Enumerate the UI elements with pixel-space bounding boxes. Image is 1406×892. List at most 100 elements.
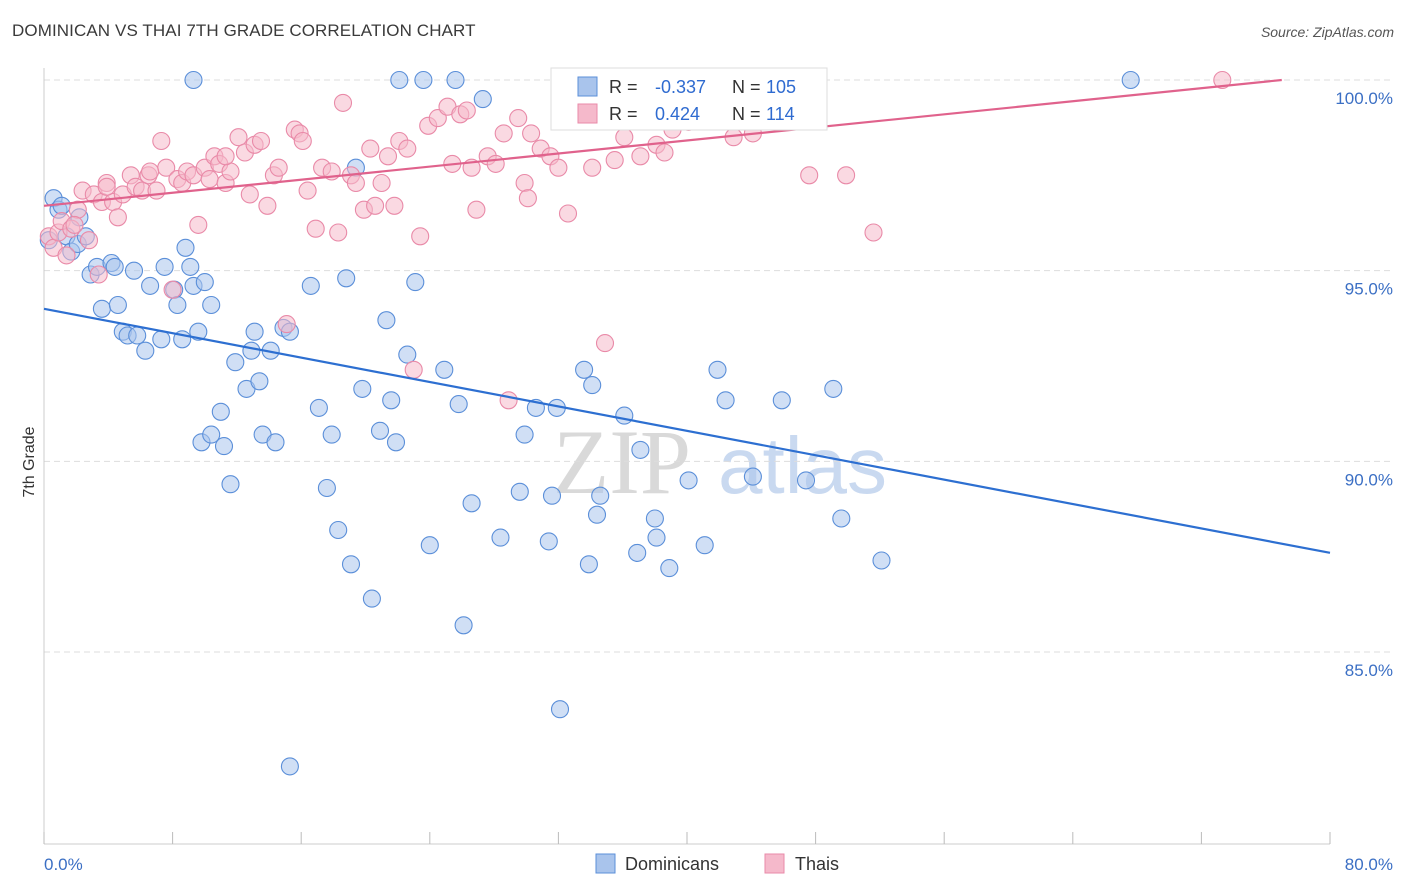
dominicans-point bbox=[491, 528, 510, 547]
chart-title: DOMINICAN VS THAI 7TH GRADE CORRELATION … bbox=[12, 21, 476, 40]
dominicans-point bbox=[322, 425, 341, 444]
legend-n-label-thais: N = bbox=[732, 104, 761, 124]
legend-n-dominicans: 105 bbox=[766, 77, 796, 97]
dominicans-point bbox=[266, 433, 285, 452]
thais-point bbox=[631, 147, 650, 166]
thais-point bbox=[385, 196, 404, 215]
thais-point bbox=[800, 166, 819, 185]
thais-point bbox=[57, 246, 76, 265]
legend: R = -0.337 N = 105 R = 0.424 N = 114 bbox=[550, 67, 828, 131]
dominicans-point bbox=[591, 486, 610, 505]
dominicans-point bbox=[743, 467, 762, 486]
dominicans-point bbox=[615, 406, 634, 425]
y-tick-label: 85.0% bbox=[1345, 661, 1393, 680]
thais-point bbox=[1213, 70, 1232, 90]
thais-point bbox=[89, 265, 108, 284]
legend-n-thais: 114 bbox=[766, 104, 795, 124]
dominicans-point bbox=[772, 391, 791, 410]
thais-point bbox=[329, 223, 348, 242]
dominicans-point bbox=[406, 273, 425, 292]
thais-point bbox=[398, 139, 417, 158]
dominicans-point bbox=[353, 379, 372, 398]
dominicans-point bbox=[168, 295, 187, 315]
tick-labels: 100.0% 95.0% 90.0% 85.0% 0.0% 80.0% bbox=[44, 89, 1393, 874]
trend-lines bbox=[43, 78, 1331, 554]
dominicans-point bbox=[796, 471, 816, 490]
dominicans-point bbox=[337, 269, 356, 288]
thais-point bbox=[605, 151, 624, 170]
legend-r-dominicans: -0.337 bbox=[655, 77, 706, 97]
dominicans-point bbox=[647, 528, 666, 547]
thais-point bbox=[229, 128, 248, 147]
bottom-legend-label-thais: Thais bbox=[795, 854, 839, 874]
thais-point bbox=[378, 147, 398, 166]
dominicans-point bbox=[152, 330, 171, 349]
thais-point bbox=[147, 181, 166, 200]
dominicans-point bbox=[370, 421, 390, 440]
dominicans-point bbox=[579, 555, 598, 574]
dominicans-point bbox=[176, 238, 195, 257]
thais-point bbox=[509, 109, 528, 128]
dominicans-point bbox=[136, 341, 155, 360]
dominicans-point bbox=[716, 391, 735, 410]
dominicans-point bbox=[362, 589, 381, 608]
y-tick-label: 100.0% bbox=[1335, 89, 1393, 108]
thais-point bbox=[277, 315, 296, 334]
thais-point bbox=[366, 196, 385, 215]
thais-trend-line bbox=[43, 78, 1282, 207]
thais-point bbox=[372, 173, 391, 193]
dominicans-point bbox=[301, 276, 320, 295]
thais-point bbox=[221, 162, 240, 181]
legend-swatch-thais bbox=[577, 103, 598, 124]
dominicans-point bbox=[124, 261, 144, 280]
dominicans-point bbox=[141, 276, 160, 295]
legend-r-label-dominicans: R = bbox=[609, 77, 638, 97]
thais-point bbox=[494, 124, 513, 143]
thais-point bbox=[499, 391, 518, 410]
dominicans-point bbox=[128, 326, 147, 345]
dominicans-point bbox=[309, 398, 328, 417]
dominicans-point bbox=[184, 70, 203, 90]
thais-point bbox=[457, 101, 476, 120]
thais-point bbox=[251, 131, 271, 151]
dominicans-point bbox=[202, 295, 221, 315]
thais-point bbox=[467, 200, 486, 219]
y-tick-label: 95.0% bbox=[1345, 280, 1393, 299]
dominicans-point bbox=[280, 757, 299, 776]
dominicans-points bbox=[39, 70, 1140, 776]
thais-point bbox=[346, 173, 365, 193]
x-tick-label: 80.0% bbox=[1345, 855, 1393, 874]
thais-point bbox=[240, 185, 259, 204]
dominicans-point bbox=[390, 70, 409, 90]
dominicans-point bbox=[155, 257, 174, 276]
dominicans-point bbox=[329, 520, 348, 540]
dominicans-point bbox=[832, 509, 851, 528]
thais-point bbox=[293, 131, 312, 151]
dominicans-point bbox=[250, 372, 269, 391]
dominicans-point bbox=[382, 391, 401, 410]
dominicans-point bbox=[92, 299, 111, 318]
thais-point bbox=[306, 219, 325, 238]
thais-point bbox=[200, 170, 219, 189]
legend-r-label-thais: R = bbox=[609, 104, 638, 124]
dominicans-point bbox=[454, 616, 473, 635]
dominicans-point bbox=[872, 551, 891, 570]
watermark-zip: ZIP bbox=[553, 411, 691, 513]
thais-point bbox=[141, 162, 160, 181]
thais-point bbox=[163, 280, 182, 299]
thais-point bbox=[615, 128, 634, 147]
thais-point bbox=[269, 158, 288, 177]
thais-point bbox=[655, 143, 674, 162]
dominicans-point bbox=[214, 437, 234, 456]
dominicans-point bbox=[510, 482, 529, 501]
dominicans-point bbox=[824, 379, 843, 398]
dominicans-trend-line bbox=[43, 307, 1331, 554]
dominicans-point bbox=[462, 494, 481, 513]
dominicans-point bbox=[221, 475, 240, 494]
thais-point bbox=[837, 166, 856, 185]
dominicans-point bbox=[317, 478, 336, 498]
thais-points bbox=[39, 70, 1232, 410]
dominicans-point bbox=[398, 345, 417, 364]
dominicans-point bbox=[575, 360, 594, 379]
dominicans-point bbox=[195, 273, 214, 292]
